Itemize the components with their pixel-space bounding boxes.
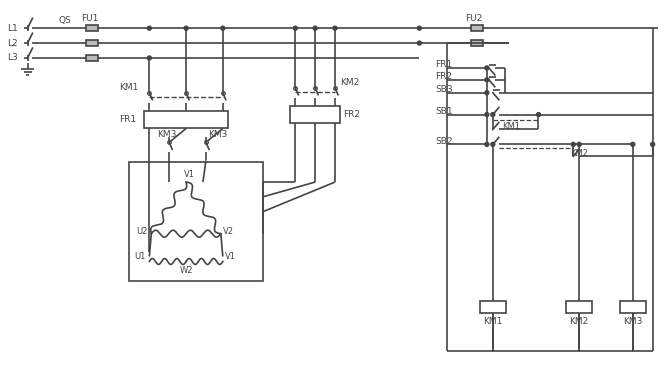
Circle shape: [536, 113, 540, 117]
Text: L3: L3: [7, 53, 18, 63]
Text: W2: W2: [180, 266, 193, 275]
Circle shape: [571, 142, 575, 146]
Circle shape: [485, 142, 489, 146]
Circle shape: [631, 142, 635, 146]
Circle shape: [485, 113, 489, 117]
Circle shape: [491, 113, 495, 117]
Circle shape: [485, 78, 489, 82]
Text: SB1: SB1: [436, 107, 453, 116]
Circle shape: [293, 26, 297, 30]
Bar: [86, 55, 98, 61]
Bar: [144, 111, 227, 128]
Text: U2: U2: [137, 227, 148, 236]
Bar: [480, 301, 506, 313]
Circle shape: [491, 142, 495, 146]
Text: FR1: FR1: [119, 115, 137, 124]
Text: FR1: FR1: [436, 60, 452, 70]
Text: V1: V1: [184, 170, 195, 179]
Text: L1: L1: [7, 24, 18, 33]
Circle shape: [485, 91, 489, 95]
Text: KM2: KM2: [340, 78, 360, 87]
Circle shape: [221, 26, 225, 30]
Text: KM3: KM3: [623, 317, 642, 325]
Bar: [471, 40, 483, 46]
Text: SB3: SB3: [436, 85, 453, 94]
Bar: [129, 162, 263, 281]
Circle shape: [147, 56, 151, 60]
Bar: [86, 40, 98, 46]
Circle shape: [418, 41, 422, 45]
Text: KM1: KM1: [483, 317, 502, 325]
Circle shape: [577, 142, 581, 146]
Text: V1: V1: [225, 252, 236, 261]
Bar: [86, 25, 98, 31]
Bar: [620, 301, 646, 313]
Text: FR2: FR2: [343, 110, 360, 119]
Circle shape: [651, 142, 654, 146]
Text: U1: U1: [135, 252, 146, 261]
Circle shape: [418, 26, 422, 30]
Text: L2: L2: [7, 39, 18, 48]
Bar: [290, 106, 340, 123]
Text: KM3: KM3: [208, 130, 227, 139]
Text: KM1: KM1: [502, 122, 520, 131]
Text: KM1: KM1: [119, 83, 139, 92]
Text: FU1: FU1: [81, 14, 98, 23]
Bar: [471, 25, 483, 31]
Circle shape: [313, 26, 317, 30]
Text: KM2: KM2: [569, 317, 588, 325]
Circle shape: [147, 26, 151, 30]
Text: SB2: SB2: [436, 137, 453, 146]
Circle shape: [485, 66, 489, 70]
Text: KM2: KM2: [570, 149, 588, 158]
Circle shape: [184, 26, 188, 30]
Text: FU2: FU2: [465, 14, 482, 23]
Text: QS: QS: [58, 16, 71, 25]
Text: FR2: FR2: [436, 72, 452, 81]
Text: KM3: KM3: [157, 130, 177, 139]
Circle shape: [333, 26, 337, 30]
Bar: [566, 301, 592, 313]
Text: V2: V2: [223, 227, 234, 236]
